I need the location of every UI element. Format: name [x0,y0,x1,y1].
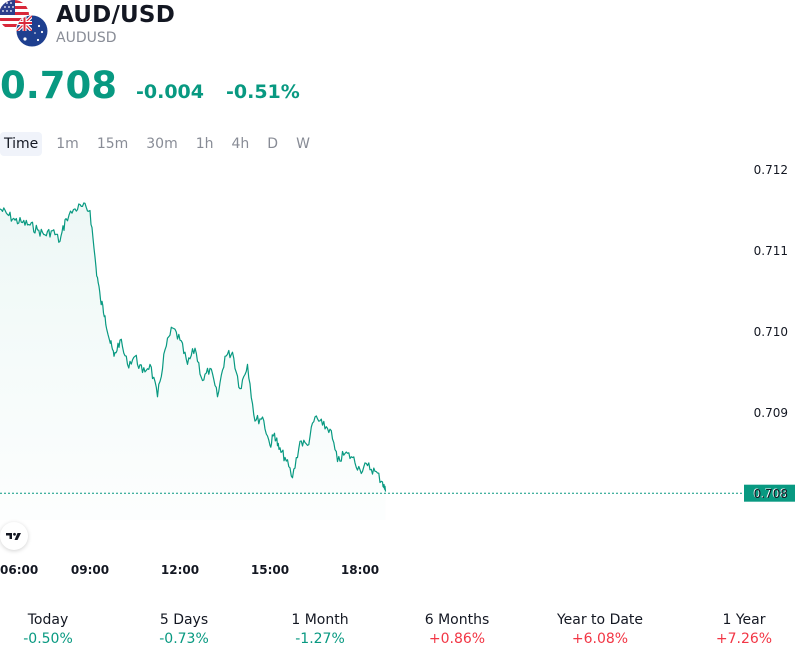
last-price-tag: 0.708 [744,484,795,502]
stat-label: 1 Month [291,612,349,628]
price-line [0,202,387,492]
tab-4h[interactable]: 4h [231,136,250,152]
stat-value: +6.08% [571,631,629,647]
tab-w[interactable]: W [296,136,310,152]
y-axis: 0.712 0.711 0.710 0.709 0.708 [754,163,788,501]
stat-label: 5 Days [159,612,209,628]
au-flag-icon [15,14,49,48]
x-tick-label: 18:00 [341,563,379,577]
x-tick-label: 12:00 [161,563,199,577]
stat-5-days[interactable]: 5 Days -0.73% [124,611,244,648]
stat-value: -0.73% [159,631,209,647]
last-price-label: 0.708 [753,487,787,501]
x-tick-label: 15:00 [251,563,289,577]
stat-1-year[interactable]: 1 Year +7.26% [684,611,800,648]
x-tick-label: 06:00 [0,563,38,577]
price-chart[interactable]: 0.708 0.712 0.711 0.710 0.709 0.708 06:00 09:… [0,0,800,600]
tab-time[interactable]: Time [0,132,43,156]
performance-stats: Today -0.50% 5 Days -0.73% 1 Month -1.27… [0,611,800,658]
tab-d[interactable]: D [267,136,279,152]
currency-pair-flags [0,0,49,48]
symbol-title: AUD/USD [56,2,175,28]
price-change-percent: -0.51% [226,81,300,103]
tradingview-icon [6,532,21,540]
stat-value: -0.50% [23,631,73,647]
stat-value: +0.86% [428,631,486,647]
stat-label: Today [27,612,69,628]
price-change: -0.004 [136,81,204,103]
tab-15m[interactable]: 15m [96,136,129,152]
y-tick-label: 0.711 [754,244,788,258]
stat-label: 1 Year [722,612,766,628]
stat-today[interactable]: Today -0.50% [0,611,108,648]
symbol-code: AUDUSD [56,30,117,46]
timeframe-tabs: Time 1m 15m 30m 1h 4h D W [0,132,319,156]
y-tick-label: 0.712 [754,163,788,177]
tab-1m[interactable]: 1m [56,136,79,152]
stat-value: -1.27% [295,631,345,647]
y-tick-label: 0.710 [754,325,788,339]
x-tick-label: 09:00 [71,563,109,577]
tab-30m[interactable]: 30m [146,136,178,152]
y-tick-label: 0.709 [754,406,788,420]
stat-year-to-date[interactable]: Year to Date +6.08% [540,611,660,648]
stat-6-months[interactable]: 6 Months +0.86% [397,611,517,648]
price-area [0,203,386,520]
stat-value: +7.26% [715,631,773,647]
y-tick-label: 0.708 [754,487,788,501]
tradingview-logo[interactable] [0,522,28,550]
current-price: 0.708 [0,64,118,107]
x-axis: 06:00 09:00 12:00 15:00 18:00 [0,563,379,577]
tab-1h[interactable]: 1h [195,136,214,152]
stat-1-month[interactable]: 1 Month -1.27% [260,611,380,648]
stat-label: Year to Date [556,612,644,628]
stat-label: 6 Months [424,612,490,628]
